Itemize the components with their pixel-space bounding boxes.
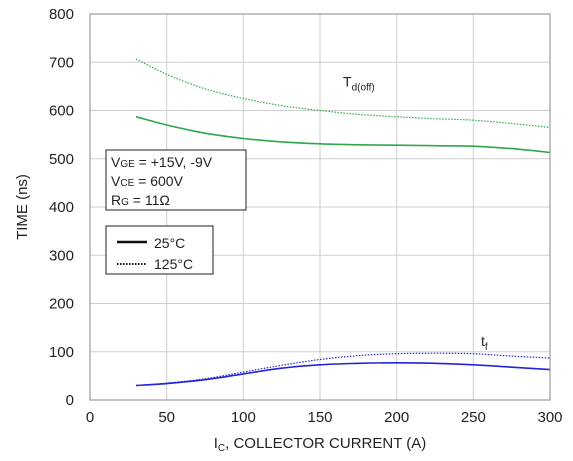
x-tick-label: 50 (158, 409, 175, 426)
condition-vge-main: V (111, 154, 121, 170)
x-tick-label: 0 (86, 409, 94, 426)
series-line-tf-25c (135, 361, 551, 387)
x-axis-title-rest: , COLLECTOR CURRENT (A) (225, 435, 426, 452)
condition-vce-rest: = 600V (134, 173, 183, 189)
y-tick-label: 700 (49, 54, 74, 71)
condition-rg-rest: = 11Ω (129, 192, 170, 208)
legend-label-125c: 125°C (154, 256, 193, 272)
y-axis-title: TIME (ns) (14, 174, 31, 240)
annotation-td-off-main: T (343, 73, 352, 89)
conditions-box-frame (105, 149, 247, 211)
condition-vge-rest: = +15V, -9V (135, 154, 213, 170)
condition-vce: VCE = 600V (111, 173, 184, 189)
annotation-tf-main: t (481, 333, 485, 349)
x-axis-title: IC, COLLECTOR CURRENT (A) (214, 435, 427, 454)
x-tick-label: 150 (307, 409, 332, 426)
conditions-box: VGE = +15V, -9V VCE = 600V RG = 11Ω (105, 149, 247, 211)
annotation-tf-sub: f (485, 342, 488, 353)
y-tick-label: 500 (49, 151, 74, 168)
x-axis-title-sub: C (218, 443, 225, 454)
x-tick-labels: 0 50 100 150 200 250 300 (86, 409, 563, 426)
y-tick-label: 600 (49, 103, 74, 120)
series-line-tf-125c (135, 352, 551, 387)
series-group (135, 58, 551, 387)
condition-rg-main: R (111, 192, 121, 208)
x-tick-label: 250 (461, 409, 486, 426)
legend: 25°C 125°C (105, 225, 214, 275)
plot-frame (89, 13, 551, 401)
y-tick-label: 200 (49, 296, 74, 313)
condition-vce-main: V (111, 173, 121, 189)
legend-label-25c: 25°C (154, 235, 185, 251)
annotation-td-off-sub: d(off) (352, 82, 375, 93)
legend-frame (105, 225, 214, 275)
condition-vge: VGE = +15V, -9V (111, 154, 213, 170)
x-tick-label: 300 (537, 409, 562, 426)
y-tick-label: 300 (49, 247, 74, 264)
y-tick-label: 400 (49, 199, 74, 216)
x-tick-label: 200 (384, 409, 409, 426)
y-tick-labels: 0 100 200 300 400 500 600 700 800 (49, 6, 74, 409)
condition-rg-sub: G (121, 197, 129, 208)
annotation-tf: tf (481, 333, 488, 353)
annotation-td-off: Td(off) (343, 73, 375, 93)
x-axis-title-main: I (214, 435, 218, 452)
series-line-tdoff-25c (135, 116, 551, 154)
series-line-tdoff-125c (135, 58, 551, 128)
y-tick-label: 0 (66, 392, 74, 409)
condition-vce-sub: CE (120, 178, 134, 189)
condition-vge-sub: GE (120, 159, 135, 170)
y-tick-label: 100 (49, 344, 74, 361)
condition-rg: RG = 11Ω (111, 192, 170, 208)
y-tick-label: 800 (49, 6, 74, 23)
x-tick-label: 100 (231, 409, 256, 426)
